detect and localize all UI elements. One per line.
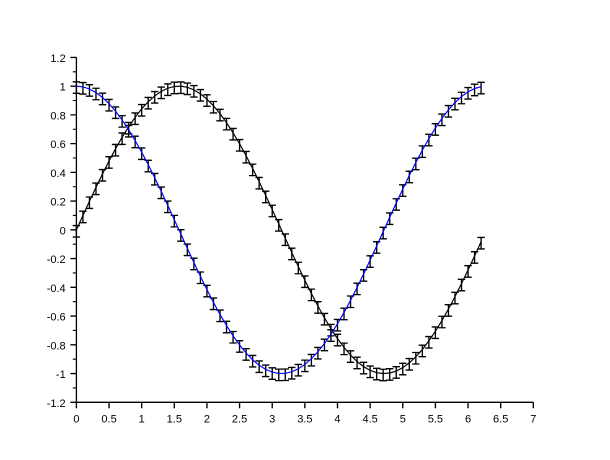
svg-text:-0.4: -0.4 xyxy=(47,283,66,295)
svg-text:4: 4 xyxy=(334,413,340,425)
svg-text:0: 0 xyxy=(73,413,79,425)
svg-text:-0.6: -0.6 xyxy=(47,312,66,324)
svg-text:-1: -1 xyxy=(56,369,66,381)
svg-text:4.5: 4.5 xyxy=(362,413,377,425)
svg-text:-0.2: -0.2 xyxy=(47,254,66,266)
svg-text:7: 7 xyxy=(530,413,536,425)
svg-text:3.5: 3.5 xyxy=(297,413,312,425)
svg-text:1: 1 xyxy=(139,413,145,425)
svg-text:1.2: 1.2 xyxy=(50,53,65,65)
svg-text:0.8: 0.8 xyxy=(50,110,65,122)
svg-text:0.4: 0.4 xyxy=(50,168,65,180)
svg-text:0.6: 0.6 xyxy=(50,139,65,151)
svg-text:0.5: 0.5 xyxy=(101,413,116,425)
svg-text:5: 5 xyxy=(400,413,406,425)
svg-text:0: 0 xyxy=(60,225,66,237)
svg-text:6: 6 xyxy=(465,413,471,425)
svg-text:3: 3 xyxy=(269,413,275,425)
svg-text:-1.2: -1.2 xyxy=(47,398,66,410)
svg-text:2.5: 2.5 xyxy=(232,413,247,425)
svg-text:5.5: 5.5 xyxy=(428,413,443,425)
svg-text:0.2: 0.2 xyxy=(50,197,65,209)
svg-text:1.5: 1.5 xyxy=(167,413,182,425)
svg-text:2: 2 xyxy=(204,413,210,425)
svg-text:-0.8: -0.8 xyxy=(47,340,66,352)
svg-text:6.5: 6.5 xyxy=(493,413,508,425)
svg-text:1: 1 xyxy=(60,82,66,94)
